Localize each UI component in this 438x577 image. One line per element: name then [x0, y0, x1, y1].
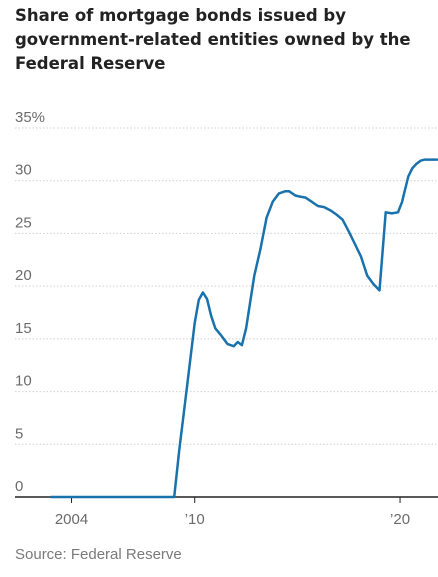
- chart-title: Share of mortgage bonds issued by govern…: [15, 6, 411, 73]
- x-tick-label: 2004: [55, 511, 88, 528]
- y-tick-label: 35%: [15, 109, 45, 126]
- x-tick-label: ’20: [390, 511, 410, 528]
- x-axis-ticks: 2004 ’10 ’20: [55, 497, 410, 528]
- x-tick-label: ’10: [185, 511, 205, 528]
- y-tick-label: 5: [15, 425, 23, 442]
- y-axis-ticks: 0 5 10 15 20 25 30 35%: [15, 109, 45, 495]
- chart-source: Source: Federal Reserve: [15, 546, 182, 563]
- y-tick-label: 0: [15, 478, 23, 495]
- series-line: [49, 158, 438, 499]
- gridlines: [15, 127, 438, 498]
- y-tick-label: 25: [15, 214, 32, 231]
- y-tick-label: 30: [15, 162, 32, 179]
- y-tick-label: 15: [15, 320, 32, 337]
- y-tick-label: 20: [15, 267, 32, 284]
- y-tick-label: 10: [15, 373, 32, 390]
